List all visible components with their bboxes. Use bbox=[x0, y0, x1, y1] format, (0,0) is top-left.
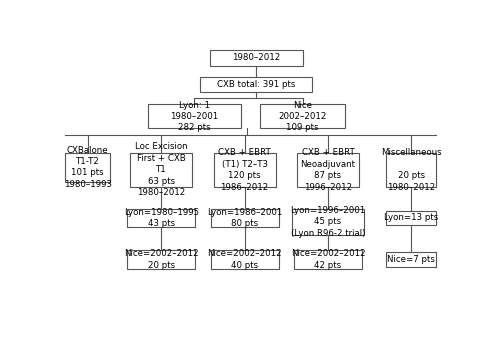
FancyBboxPatch shape bbox=[128, 209, 195, 227]
FancyBboxPatch shape bbox=[148, 104, 241, 128]
Text: Nice=2002–2012
20 pts: Nice=2002–2012 20 pts bbox=[124, 249, 198, 270]
Text: Nice=2002–2012
40 pts: Nice=2002–2012 40 pts bbox=[208, 249, 282, 270]
Text: CXBalone
T1-T2
101 pts
1980–1993: CXBalone T1-T2 101 pts 1980–1993 bbox=[64, 145, 112, 189]
FancyBboxPatch shape bbox=[200, 77, 312, 92]
Text: Lyon=1980–1995
43 pts: Lyon=1980–1995 43 pts bbox=[124, 208, 199, 228]
FancyBboxPatch shape bbox=[292, 209, 364, 235]
Text: Lyon=13 pts: Lyon=13 pts bbox=[384, 213, 438, 222]
FancyBboxPatch shape bbox=[210, 50, 303, 66]
Text: Miscellaneous

20 pts
1980–2012: Miscellaneous 20 pts 1980–2012 bbox=[381, 148, 442, 192]
FancyBboxPatch shape bbox=[214, 153, 276, 187]
Text: CXB + EBRT
Neoadjuvant
87 pts
1996–2012: CXB + EBRT Neoadjuvant 87 pts 1996–2012 bbox=[300, 148, 356, 192]
Text: Lyon=1986–2001
80 pts: Lyon=1986–2001 80 pts bbox=[207, 208, 282, 228]
FancyBboxPatch shape bbox=[386, 211, 436, 225]
FancyBboxPatch shape bbox=[66, 153, 110, 182]
FancyBboxPatch shape bbox=[386, 153, 436, 187]
Text: CXB total: 391 pts: CXB total: 391 pts bbox=[217, 80, 296, 89]
Text: 1980–2012: 1980–2012 bbox=[232, 53, 280, 62]
Text: Nice
2002–2012
109 pts: Nice 2002–2012 109 pts bbox=[278, 101, 327, 133]
Text: Lyon: 1
1980–2001
282 pts: Lyon: 1 1980–2001 282 pts bbox=[170, 101, 218, 133]
Text: Nice=7 pts: Nice=7 pts bbox=[388, 255, 435, 264]
FancyBboxPatch shape bbox=[294, 250, 362, 269]
FancyBboxPatch shape bbox=[210, 250, 278, 269]
Text: Lyon=1996–2001
45 pts
(Lyon R96-2 trial): Lyon=1996–2001 45 pts (Lyon R96-2 trial) bbox=[290, 206, 366, 238]
FancyBboxPatch shape bbox=[386, 252, 436, 267]
FancyBboxPatch shape bbox=[210, 209, 278, 227]
Text: CXB + EBRT
(T1) T2–T3
120 pts
1986–2012: CXB + EBRT (T1) T2–T3 120 pts 1986–2012 bbox=[218, 148, 271, 192]
FancyBboxPatch shape bbox=[297, 153, 359, 187]
Text: Nice=2002–2012
42 pts: Nice=2002–2012 42 pts bbox=[290, 249, 365, 270]
FancyBboxPatch shape bbox=[260, 104, 346, 128]
FancyBboxPatch shape bbox=[128, 250, 195, 269]
Text: Loc Excision
First + CXB
T1
63 pts
1980–2012: Loc Excision First + CXB T1 63 pts 1980–… bbox=[135, 143, 188, 197]
FancyBboxPatch shape bbox=[130, 153, 192, 187]
